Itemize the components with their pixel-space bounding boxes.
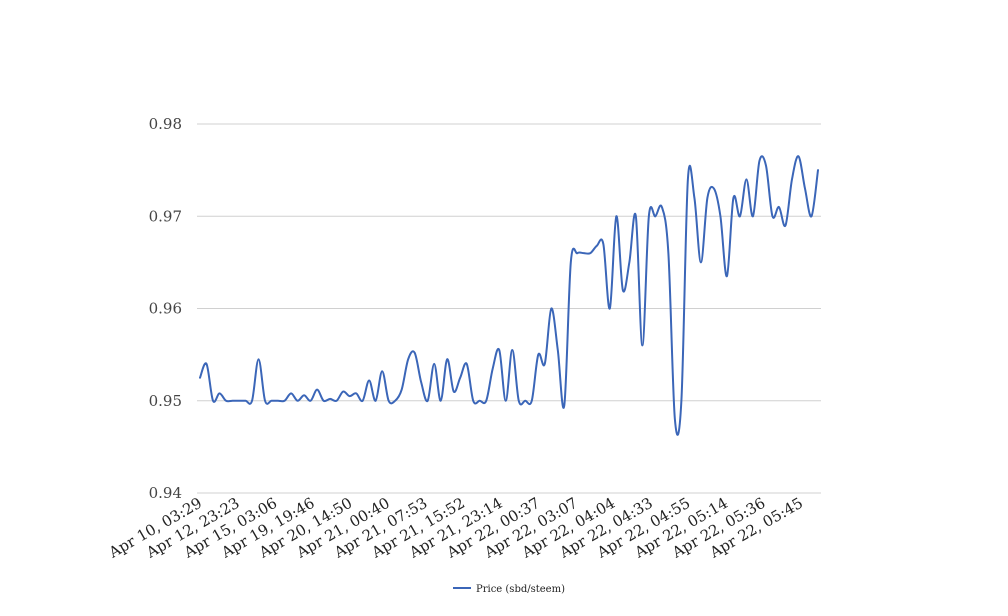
- series-line-price: [199, 155, 819, 436]
- y-tick-label: 0.94: [149, 484, 182, 502]
- y-tick-label: 0.97: [149, 207, 182, 225]
- y-tick-label: 0.95: [149, 392, 182, 410]
- legend-label: Price (sbd/steem): [476, 584, 565, 595]
- legend: Price (sbd/steem): [453, 584, 565, 595]
- y-axis-ticks: 0.94 0.95 0.96 0.97 0.98: [149, 115, 182, 502]
- y-tick-label: 0.96: [149, 300, 182, 318]
- y-tick-label: 0.98: [149, 115, 182, 133]
- gridlines: [197, 123, 821, 494]
